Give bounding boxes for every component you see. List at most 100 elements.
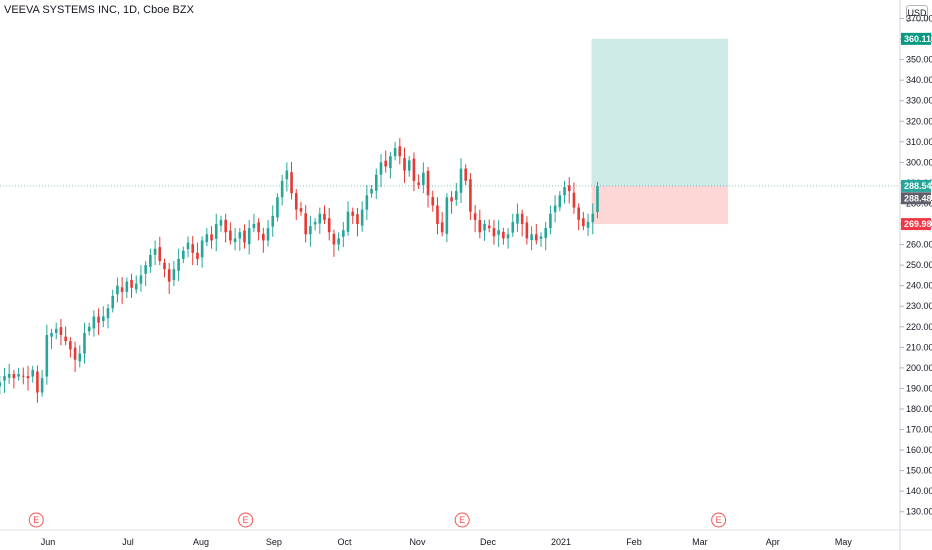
candle-body	[106, 308, 110, 319]
y-tick-label: 140.00	[906, 486, 932, 496]
x-tick-label: Nov	[409, 537, 426, 547]
candle-body	[487, 225, 491, 229]
candle-body	[436, 205, 439, 225]
candle-body	[459, 168, 463, 193]
candle-body	[219, 219, 223, 226]
earnings-marker[interactable]	[454, 512, 470, 528]
candle-body	[243, 230, 246, 243]
candle-body	[64, 336, 67, 342]
candle-body	[591, 213, 595, 222]
x-tick-label: Jul	[122, 537, 134, 547]
candle-body	[360, 209, 364, 226]
candle-body	[262, 233, 265, 241]
y-tick-label: 330.00	[906, 96, 932, 106]
y-tick-label: 220.00	[906, 322, 932, 332]
target-zone[interactable]	[591, 38, 729, 186]
candle-body	[50, 332, 53, 337]
candle-body	[313, 221, 317, 225]
candle-body	[516, 213, 519, 224]
earnings-marker[interactable]	[238, 512, 254, 528]
x-tick-label: May	[835, 537, 853, 547]
candle-body	[0, 382, 2, 387]
candle-body	[290, 172, 293, 194]
y-tick-label: 210.00	[906, 342, 932, 352]
candle-body	[280, 180, 284, 198]
candle-body	[257, 222, 260, 233]
candle-body	[511, 221, 515, 233]
candle-body	[483, 224, 486, 231]
y-tick-label: 370.00	[906, 14, 932, 24]
y-tick-label: 300.00	[906, 157, 932, 167]
x-tick-label: Dec	[480, 537, 497, 547]
candle-body	[558, 195, 562, 208]
candle-body	[586, 221, 590, 228]
candle-body	[469, 179, 472, 212]
entry-price-badge-text: 288.54	[904, 181, 932, 191]
candle-body	[153, 248, 157, 255]
y-tick-label: 340.00	[906, 75, 932, 85]
candle-body	[276, 197, 279, 218]
candle-body	[144, 265, 147, 274]
candle-body	[389, 156, 392, 169]
candle-body	[149, 254, 152, 267]
candle-body	[172, 269, 176, 280]
candle-body	[582, 218, 585, 227]
candle-body	[412, 158, 416, 181]
candle-body	[370, 189, 373, 194]
candle-body	[502, 231, 505, 239]
currency-button[interactable]: USD	[906, 5, 928, 21]
candle-body	[214, 224, 218, 239]
candle-body	[525, 222, 529, 239]
target-price-badge	[901, 32, 931, 45]
earnings-marker[interactable]	[28, 512, 44, 528]
x-tick-label: Apr	[766, 537, 780, 547]
candle-body	[229, 230, 232, 241]
candle-body	[304, 213, 307, 235]
stop-price-badge-text: 269.98	[904, 219, 932, 229]
earnings-marker[interactable]	[711, 512, 727, 528]
entry-price-badge	[901, 179, 931, 192]
candle-body	[45, 334, 49, 377]
y-tick-label: 170.00	[906, 425, 932, 435]
candle-body	[130, 279, 133, 288]
y-tick-label: 350.00	[906, 55, 932, 65]
earnings-marker-label: E	[243, 515, 249, 525]
candle-body	[233, 238, 237, 243]
candle-body	[356, 214, 359, 225]
candle-body	[54, 328, 58, 333]
candle-body	[271, 215, 275, 227]
candle-body	[17, 374, 20, 377]
candle-body	[332, 233, 336, 245]
y-tick-label: 230.00	[906, 301, 932, 311]
candle-body	[87, 326, 91, 332]
candle-body	[596, 186, 599, 213]
y-tick-label: 150.00	[906, 466, 932, 476]
candle-body	[464, 168, 467, 181]
candle-body	[78, 353, 82, 362]
candle-body	[191, 244, 195, 253]
earnings-marker-label: E	[459, 515, 465, 525]
candle-body	[205, 234, 209, 243]
candle-body	[252, 224, 256, 229]
candle-body	[247, 228, 251, 245]
candle-body	[346, 211, 350, 232]
candle-body	[158, 247, 162, 262]
candle-body	[285, 170, 289, 180]
candle-body	[417, 182, 420, 185]
last-price-badge	[901, 192, 931, 205]
candle-body	[266, 228, 270, 241]
candle-body	[365, 195, 369, 210]
candle-body	[36, 371, 39, 393]
candle-body	[384, 160, 387, 167]
candle-body	[59, 327, 63, 335]
stop-zone[interactable]	[591, 185, 729, 225]
candle-body	[26, 376, 30, 379]
candle-body	[374, 174, 378, 191]
y-tick-label: 200.00	[906, 363, 932, 373]
candle-body	[398, 146, 402, 157]
candle-body	[497, 230, 500, 235]
candle-body	[69, 341, 72, 350]
candle-body	[454, 191, 458, 200]
candle-body	[116, 285, 119, 295]
